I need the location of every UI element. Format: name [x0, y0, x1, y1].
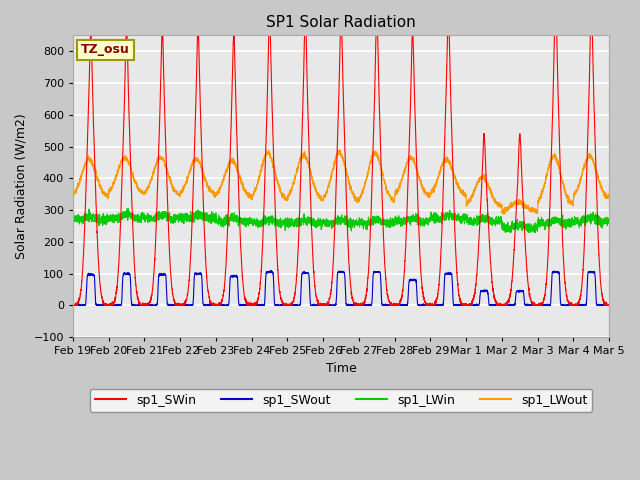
sp1_SWout — [321, 302, 329, 308]
sp1_LWout — [166, 176, 173, 181]
sp1_SWout — [605, 302, 612, 308]
sp1_SWin — [492, 297, 499, 303]
sp1_LWin — [124, 206, 131, 212]
sp1_LWin — [461, 213, 469, 219]
sp1_LWout — [499, 211, 507, 217]
sp1_SWout — [69, 302, 77, 308]
sp1_LWin — [166, 216, 173, 222]
sp1_LWout — [321, 192, 329, 198]
sp1_LWin — [605, 216, 613, 221]
sp1_LWin — [69, 217, 77, 223]
sp1_LWout — [69, 192, 77, 198]
sp1_SWin — [166, 248, 173, 253]
sp1_SWout — [431, 302, 439, 308]
sp1_LWout — [335, 147, 343, 153]
sp1_LWin — [492, 219, 499, 225]
sp1_LWout — [492, 198, 499, 204]
Line: sp1_SWin: sp1_SWin — [73, 0, 609, 305]
Line: sp1_SWout: sp1_SWout — [73, 271, 609, 305]
sp1_LWin — [431, 217, 439, 223]
sp1_SWout — [166, 302, 173, 308]
sp1_LWin — [501, 229, 509, 235]
sp1_SWin — [69, 301, 77, 307]
sp1_LWin — [605, 220, 612, 226]
sp1_SWout — [266, 268, 274, 274]
sp1_SWout — [461, 302, 469, 308]
sp1_LWout — [605, 193, 613, 199]
sp1_SWin — [431, 299, 439, 305]
Legend: sp1_SWin, sp1_SWout, sp1_LWin, sp1_LWout: sp1_SWin, sp1_SWout, sp1_LWin, sp1_LWout — [90, 389, 593, 412]
sp1_SWin — [605, 302, 612, 308]
sp1_LWout — [461, 191, 469, 196]
Text: TZ_osu: TZ_osu — [81, 43, 130, 57]
sp1_LWout — [605, 194, 612, 200]
sp1_SWout — [605, 302, 613, 308]
Y-axis label: Solar Radiation (W/m2): Solar Radiation (W/m2) — [15, 113, 28, 259]
sp1_SWin — [461, 301, 469, 307]
Line: sp1_LWin: sp1_LWin — [73, 209, 609, 232]
Line: sp1_LWout: sp1_LWout — [73, 150, 609, 214]
sp1_SWin — [605, 301, 613, 307]
sp1_LWin — [321, 219, 329, 225]
X-axis label: Time: Time — [326, 362, 356, 375]
sp1_LWout — [431, 183, 439, 189]
sp1_SWin — [321, 302, 329, 308]
Title: SP1 Solar Radiation: SP1 Solar Radiation — [266, 15, 416, 30]
sp1_SWout — [492, 302, 499, 308]
sp1_SWin — [69, 302, 77, 308]
